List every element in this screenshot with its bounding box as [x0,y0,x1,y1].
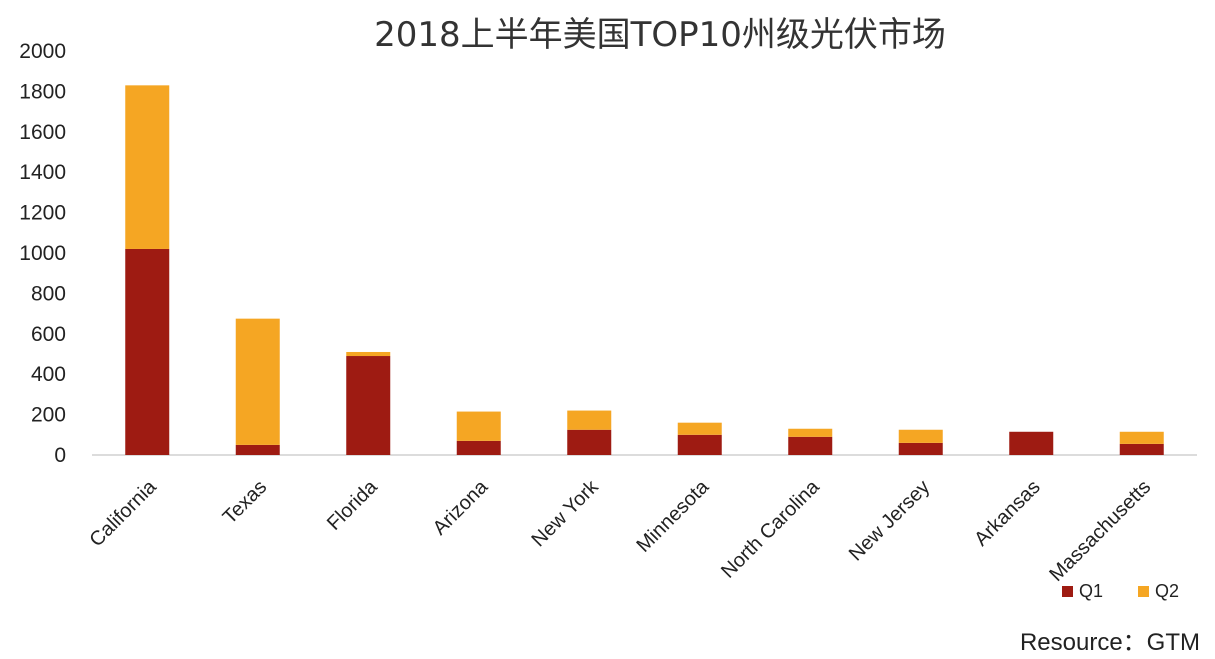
bar-q2-new-york [567,410,612,430]
bar-q1-minnesota [677,434,722,455]
chart-title: 2018上半年美国TOP10州级光伏市场 [374,15,946,55]
y-tick-label: 600 [31,323,66,346]
bar-q1-florida [346,356,391,455]
x-tick-label: California [85,475,161,551]
y-tick-label: 800 [31,282,66,305]
bar-q2-california [125,85,170,249]
x-tick-label: Massachusetts [1045,476,1155,586]
x-tick-label: Arkansas [970,476,1045,551]
x-tick-label: Arizona [429,475,493,539]
y-tick-label: 1800 [19,80,66,103]
x-tick-label: Texas [219,476,272,529]
x-axis: California Texas Florida Arizona New York Min… [85,475,1155,586]
x-tick-label: North Carolina [717,475,824,582]
bar-q1-massachusetts [1119,443,1164,455]
legend: Q1 Q2 [1062,581,1179,601]
bar-q2-arizona [456,411,501,441]
bar-q2-new-jersey [898,429,943,443]
bar-q1-texas [235,444,280,455]
y-tick-label: 1600 [19,121,66,144]
legend-label-q1: Q1 [1079,581,1103,601]
bar-q2-florida [346,351,391,357]
y-tick-label: 2000 [19,40,66,63]
bar-q2-north-carolina [788,428,833,437]
bar-q2-massachusetts [1119,431,1164,444]
bar-q1-new-jersey [898,442,943,455]
y-tick-label: 200 [31,404,66,427]
legend-swatch-q1 [1062,586,1073,597]
x-tick-label: New York [527,475,603,551]
x-tick-label: Florida [323,475,382,534]
bar-q1-arkansas [1009,431,1054,455]
legend-swatch-q2 [1138,586,1149,597]
bar-q1-california [125,248,170,455]
y-tick-label: 400 [31,363,66,386]
bar-q1-new-york [567,429,612,455]
source-note: Resource：GTM [1020,629,1200,656]
legend-label-q2: Q2 [1155,581,1179,601]
y-tick-label: 1200 [19,202,66,225]
bars [125,85,1164,455]
bar-q2-texas [235,318,280,445]
y-tick-label: 0 [54,444,66,467]
x-tick-label: New Jersey [845,476,934,565]
y-tick-label: 1400 [19,161,66,184]
bar-q1-arizona [456,440,501,455]
bar-q1-north-carolina [788,436,833,455]
y-axis: 0 200 400 600 800 1000 1200 1400 1600 1800 2000 [19,40,66,467]
bar-q2-minnesota [677,422,722,435]
y-tick-label: 1000 [19,242,66,265]
x-tick-label: Minnesota [632,475,713,556]
